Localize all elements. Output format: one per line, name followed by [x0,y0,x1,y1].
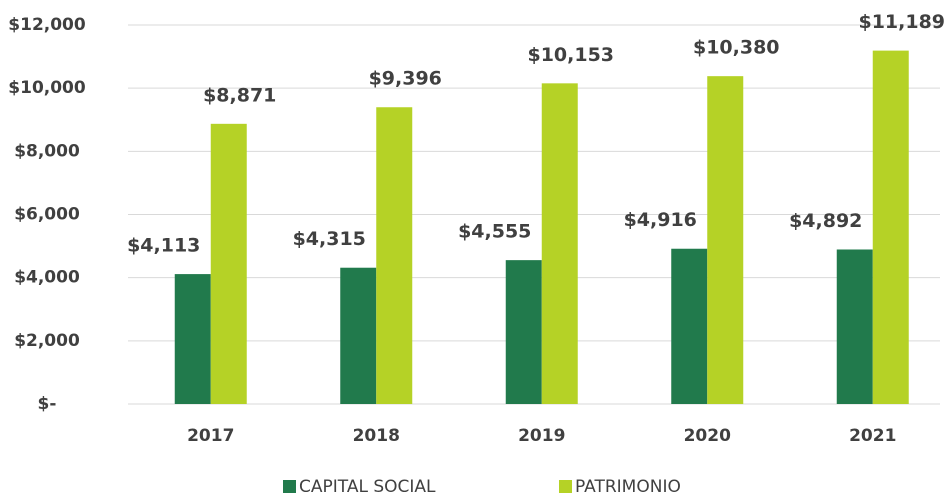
value-label: $4,555 [458,221,531,243]
x-tick-label: 2017 [187,426,234,446]
value-label: $4,892 [789,210,862,232]
value-label: $4,916 [624,209,697,231]
x-tick-label: 2020 [684,426,731,446]
legend-swatch [283,480,296,493]
value-label: $10,153 [527,44,614,66]
legend-label: CAPITAL SOCIAL [299,477,436,497]
bar [671,248,708,404]
y-tick-label: $6,000 [14,205,80,225]
bar [836,249,873,404]
bar [174,274,211,404]
x-tick-label: 2018 [353,426,400,446]
value-label: $4,113 [127,235,200,257]
bar [210,123,247,404]
legend-label: PATRIMONIO [575,477,681,497]
bar [707,76,744,404]
y-tick-label: $2,000 [14,331,80,351]
y-tick-label: $12,000 [8,15,86,35]
y-tick-label: $8,000 [14,141,80,161]
value-label: $9,396 [369,68,442,90]
value-label: $8,871 [203,84,276,106]
y-tick-label: $4,000 [14,268,80,288]
x-tick-label: 2019 [518,426,565,446]
value-label: $4,315 [293,228,366,250]
x-tick-label: 2021 [849,426,896,446]
y-tick-label: $- [38,394,57,414]
value-label: $11,189 [858,11,945,33]
bar [376,107,413,405]
bar [872,50,909,405]
legend-swatch [559,480,572,493]
y-tick-label: $10,000 [8,78,86,98]
bar [541,83,578,405]
bar [340,267,377,404]
bar [505,260,542,404]
value-label: $10,380 [693,37,780,59]
